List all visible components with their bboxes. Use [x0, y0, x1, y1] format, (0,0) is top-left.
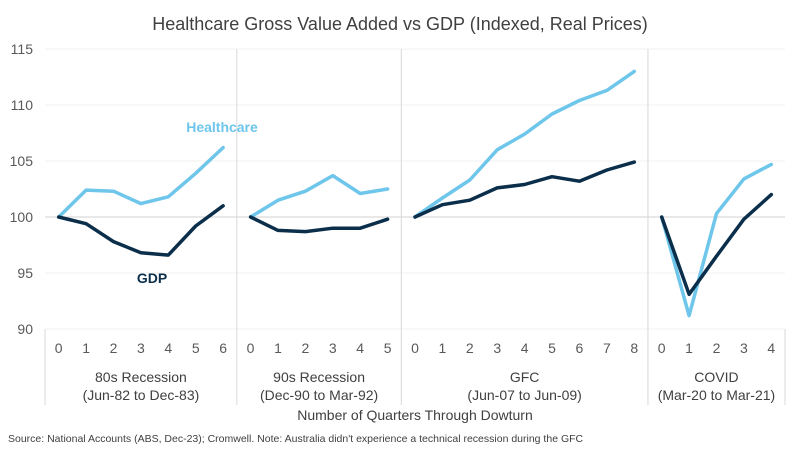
x-axis-title: Number of Quarters Through Dowturn: [297, 407, 533, 423]
y-tick-label: 110: [11, 97, 34, 113]
x-tick-label: 4: [767, 340, 775, 356]
gdp-annotation: GDP: [137, 270, 167, 286]
x-tick-label: 8: [630, 340, 638, 356]
group-labels: 80s Recession (Jun-82 to Dec-83) 90s Reces…: [83, 369, 776, 403]
x-tick-label: 0: [658, 340, 666, 356]
x-axis: 0 1 2 3 4 5 6 0 1 2 3 4 5 0 1 2 3 4 5 6 7 8 0 1 2 3 4: [55, 340, 776, 356]
y-axis: 90 95 100 105 110 115: [10, 41, 34, 337]
healthcare-annotation: Healthcare: [186, 119, 258, 135]
x-tick-label: 7: [603, 340, 611, 356]
y-tick-label: 90: [17, 321, 33, 337]
x-tick-label: 2: [713, 340, 721, 356]
x-tick-label: 2: [301, 340, 309, 356]
x-tick-label: 1: [685, 340, 693, 356]
gdp-line-80s-recession: [56, 204, 225, 257]
x-tick-label: 3: [137, 340, 145, 356]
x-tick-label: 3: [740, 340, 748, 356]
group-label: 90s Recession: [273, 369, 365, 385]
x-tick-label: 1: [82, 340, 90, 356]
x-tick-label: 3: [329, 340, 337, 356]
healthcare-line-covid: [659, 162, 774, 318]
x-tick-label: 1: [439, 340, 447, 356]
x-tick-label: 4: [521, 340, 529, 356]
x-tick-label: 2: [110, 340, 118, 356]
group-label: 80s Recession: [95, 369, 187, 385]
y-tick-label: 105: [10, 153, 34, 169]
x-tick-label: 4: [356, 340, 364, 356]
group-period: (Jun-07 to Jun-09): [467, 387, 581, 403]
chart-title: Healthcare Gross Value Added vs GDP (Ind…: [152, 14, 648, 34]
x-tick-label: 0: [411, 340, 419, 356]
y-tick-label: 115: [11, 41, 34, 57]
group-period: (Jun-82 to Dec-83): [83, 387, 200, 403]
gdp-line-90s-recession: [248, 215, 390, 234]
gridlines: [45, 48, 785, 330]
x-tick-label: 6: [219, 340, 227, 356]
gdp-line-gfc: [413, 160, 637, 219]
group-label: COVID: [694, 369, 738, 385]
y-tick-label: 100: [10, 209, 34, 225]
group-period: (Dec-90 to Mar-92): [260, 387, 378, 403]
series-lines: [56, 69, 774, 318]
healthcare-line-gfc: [413, 69, 637, 219]
x-tick-label: 5: [192, 340, 200, 356]
group-period: (Mar-20 to Mar-21): [658, 387, 775, 403]
healthcare-line-80s-recession: [56, 145, 225, 219]
healthcare-line-90s-recession: [248, 173, 390, 219]
x-tick-label: 0: [55, 340, 63, 356]
source-note: Source: National Accounts (ABS, Dec-23);…: [8, 433, 584, 445]
x-tick-label: 3: [493, 340, 501, 356]
x-tick-label: 0: [247, 340, 255, 356]
x-tick-label: 2: [466, 340, 474, 356]
category-separators: [44, 49, 786, 405]
x-tick-label: 4: [164, 340, 172, 356]
x-tick-label: 5: [548, 340, 556, 356]
y-tick-label: 95: [17, 265, 33, 281]
x-tick-label: 6: [576, 340, 584, 356]
group-label: GFC: [510, 369, 540, 385]
x-tick-label: 5: [384, 340, 392, 356]
x-tick-label: 1: [274, 340, 282, 356]
